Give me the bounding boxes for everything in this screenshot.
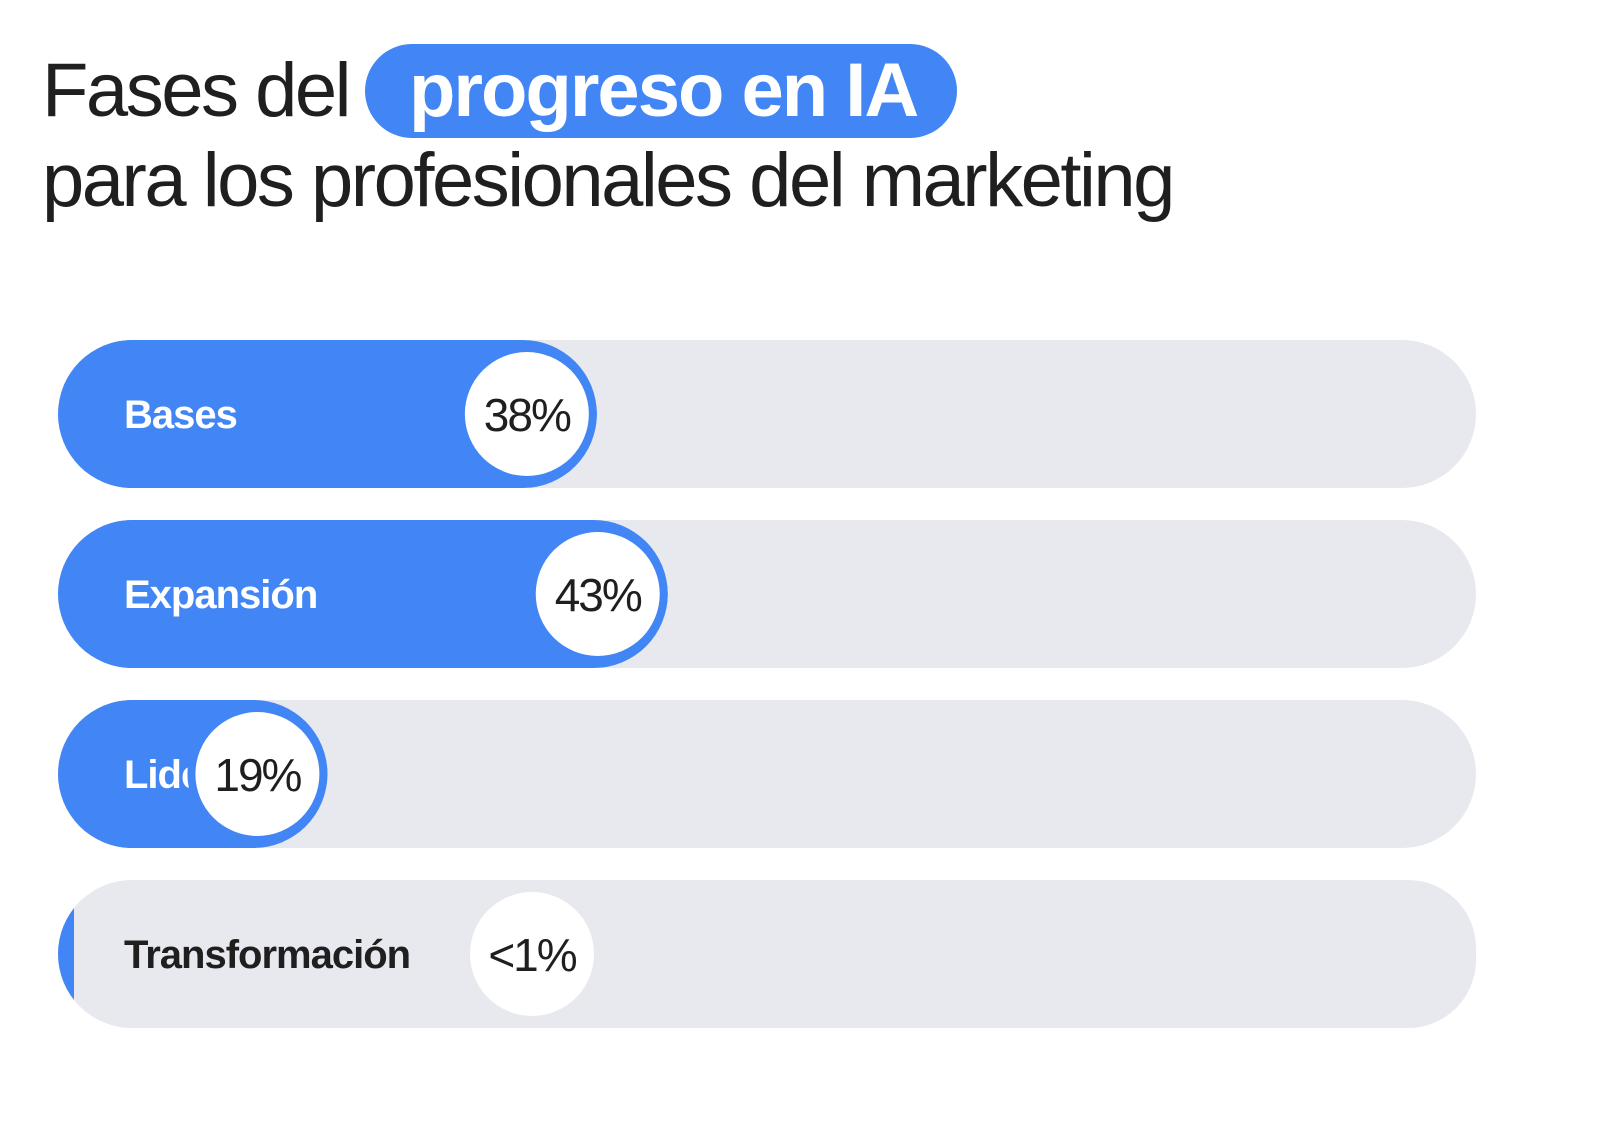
value-label: 19% (214, 749, 301, 801)
value-badge (535, 532, 660, 656)
bar-row: Expansión 43% (58, 520, 1476, 668)
title-prefix: Fases del (42, 48, 352, 133)
title-line-1: Fases del progreso en IA (42, 44, 1542, 138)
bar-track (58, 700, 1476, 848)
value-badge (470, 892, 594, 1016)
category-label: Transformación (124, 933, 410, 977)
bar-row: Bases 38% (58, 340, 1476, 488)
bar-fill (58, 880, 74, 1028)
bar-track-overlay (74, 880, 1476, 1028)
chart-title: Fases del progreso en IA para los profesi… (42, 44, 1542, 224)
title-line-2: para los profesionales del marketing (42, 138, 1175, 223)
category-label: Bases (124, 393, 237, 437)
value-label: 43% (555, 569, 642, 621)
title-highlight-pill: progreso en IA (365, 44, 958, 138)
bar-fill (58, 340, 597, 488)
bar-row: Transformación <1% (58, 880, 1476, 1028)
value-label: 38% (484, 389, 571, 441)
value-badge (464, 352, 589, 476)
bar-row: Liderazgo19% (58, 700, 1476, 848)
bar-fill (58, 520, 668, 668)
value-label: <1% (488, 929, 576, 981)
value-badge (195, 712, 320, 836)
category-label: Expansión (124, 573, 317, 617)
